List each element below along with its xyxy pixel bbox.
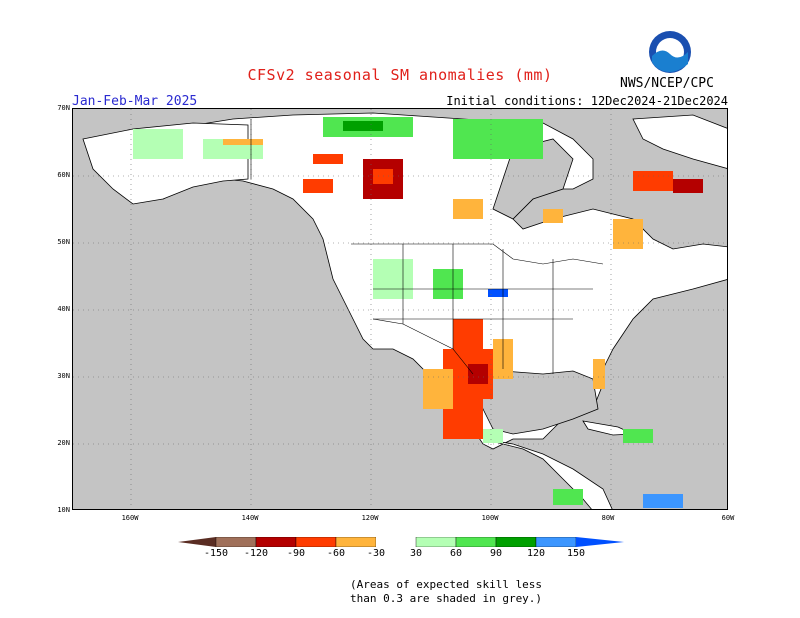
graticule	[73, 109, 727, 509]
colorbar-swatch-0	[178, 537, 216, 547]
lat-label-10n: 10N	[57, 506, 70, 514]
arctic-islands	[632, 114, 727, 169]
agency-label: NWS/NCEP/CPC	[620, 76, 714, 91]
colorbar-label: 60	[449, 548, 463, 559]
map-canvas	[73, 109, 727, 509]
colorbar-swatch-9	[535, 537, 577, 547]
colorbar-swatch-3	[295, 537, 337, 547]
colorbar-swatch-7	[455, 537, 497, 547]
colorbar-swatch-10	[576, 537, 624, 547]
lon-label-80w: 80W	[601, 514, 615, 522]
colorbar-label: -90	[286, 548, 306, 559]
colorbar-swatch-6	[415, 537, 457, 547]
map-frame	[72, 108, 728, 510]
footnote-line-2: than 0.3 are shaded in grey.)	[350, 592, 543, 605]
lat-label-40n: 40N	[57, 305, 70, 313]
footnote-line-1: (Areas of expected skill less	[350, 578, 543, 591]
map-title: CFSv2 seasonal SM anomalies (mm)	[247, 66, 553, 84]
lat-label-70n: 70N	[57, 104, 70, 112]
lon-label-140w: 140W	[241, 514, 259, 522]
colorbar-swatch-5	[376, 537, 416, 547]
anomaly-patches	[133, 117, 703, 508]
lat-label-60n: 60N	[57, 171, 70, 179]
colorbar-swatch-4	[335, 537, 377, 547]
noaa-logo-icon	[649, 31, 691, 73]
colorbar-swatch-8	[495, 537, 537, 547]
colorbar-label: 120	[526, 548, 546, 559]
colorbar-label: -60	[326, 548, 346, 559]
colorbar	[178, 537, 624, 547]
lat-label-30n: 30N	[57, 372, 70, 380]
skill-footnote: (Areas of expected skill less than 0.3 a…	[300, 578, 560, 606]
colorbar-swatch-2	[255, 537, 297, 547]
colorbar-label: 90	[489, 548, 503, 559]
gulf-of-mexico	[472, 370, 599, 435]
lon-label-160w: 160W	[121, 514, 139, 522]
colorbar-swatch-1	[215, 537, 257, 547]
initial-conditions: Initial conditions: 12Dec2024-21Dec2024	[446, 94, 728, 108]
season-label: Jan-Feb-Mar 2025	[72, 94, 198, 109]
colorbar-label: -120	[243, 548, 269, 559]
lat-label-20n: 20N	[57, 439, 70, 447]
lat-label-50n: 50N	[57, 238, 70, 246]
lon-label-120w: 120W	[361, 514, 379, 522]
central-america	[482, 438, 613, 509]
colorbar-label: -150	[203, 548, 229, 559]
colorbar-label: 30	[409, 548, 423, 559]
colorbar-label: -30	[366, 548, 386, 559]
borders	[250, 119, 604, 375]
colorbar-label: 150	[566, 548, 586, 559]
lon-label-60w: 60W	[721, 514, 735, 522]
lon-label-100w: 100W	[481, 514, 499, 522]
